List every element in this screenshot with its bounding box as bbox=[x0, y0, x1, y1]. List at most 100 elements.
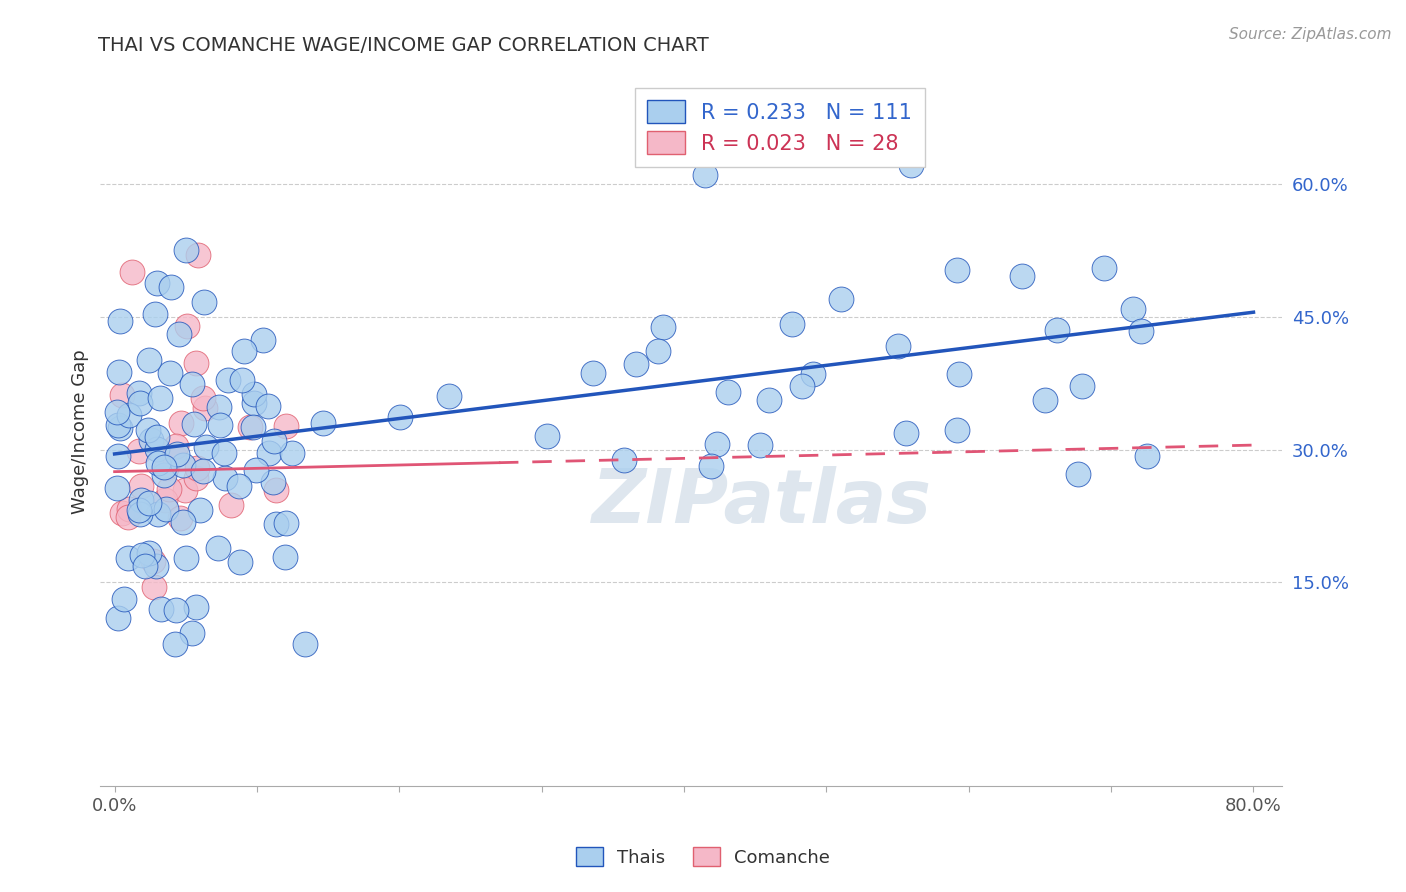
Point bbox=[946, 262, 969, 277]
Point bbox=[155, 492, 177, 507]
Point bbox=[138, 352, 160, 367]
Point bbox=[262, 475, 284, 489]
Point bbox=[700, 458, 723, 473]
Point bbox=[111, 388, 134, 402]
Point bbox=[264, 516, 287, 531]
Point bbox=[128, 503, 150, 517]
Point bbox=[157, 482, 180, 496]
Point bbox=[107, 365, 129, 379]
Point bbox=[389, 410, 412, 425]
Point bbox=[194, 401, 217, 415]
Legend: R = 0.233   N = 111, R = 0.023   N = 28: R = 0.233 N = 111, R = 0.023 N = 28 bbox=[634, 87, 925, 167]
Legend: Thais, Comanche: Thais, Comanche bbox=[568, 840, 838, 874]
Point bbox=[217, 373, 239, 387]
Point bbox=[108, 421, 131, 435]
Point bbox=[128, 396, 150, 410]
Point bbox=[163, 449, 186, 463]
Text: ZIPatlas: ZIPatlas bbox=[592, 467, 932, 539]
Point bbox=[263, 434, 285, 449]
Point bbox=[159, 366, 181, 380]
Point bbox=[174, 483, 197, 498]
Point bbox=[193, 464, 215, 478]
Point bbox=[117, 510, 139, 524]
Point bbox=[214, 471, 236, 485]
Point bbox=[170, 416, 193, 430]
Point bbox=[276, 418, 298, 433]
Point bbox=[121, 265, 143, 279]
Point bbox=[1122, 301, 1144, 316]
Point bbox=[1045, 323, 1067, 337]
Point bbox=[208, 418, 231, 433]
Point bbox=[830, 292, 852, 306]
Point bbox=[749, 437, 772, 451]
Point bbox=[183, 417, 205, 431]
Point bbox=[613, 453, 636, 467]
Point bbox=[129, 492, 152, 507]
Point bbox=[193, 295, 215, 310]
Point bbox=[243, 387, 266, 401]
Point bbox=[184, 600, 207, 615]
Point bbox=[180, 626, 202, 640]
Point bbox=[231, 373, 253, 387]
Point bbox=[790, 379, 813, 393]
Text: Source: ZipAtlas.com: Source: ZipAtlas.com bbox=[1229, 27, 1392, 42]
Point bbox=[150, 601, 173, 615]
Point bbox=[312, 416, 335, 430]
Point bbox=[801, 367, 824, 381]
Point bbox=[146, 507, 169, 521]
Point bbox=[143, 307, 166, 321]
Point bbox=[142, 581, 165, 595]
Point bbox=[128, 444, 150, 458]
Point bbox=[149, 391, 172, 405]
Point bbox=[146, 456, 169, 470]
Point bbox=[191, 392, 214, 406]
Point bbox=[228, 555, 250, 569]
Point bbox=[780, 317, 803, 331]
Point bbox=[131, 548, 153, 562]
Point bbox=[107, 449, 129, 463]
Point bbox=[165, 440, 187, 454]
Point bbox=[153, 468, 176, 483]
Point bbox=[107, 481, 129, 495]
Point bbox=[894, 425, 917, 440]
Point bbox=[214, 445, 236, 459]
Point bbox=[108, 314, 131, 328]
Point bbox=[146, 430, 169, 444]
Point bbox=[138, 545, 160, 559]
Point bbox=[624, 357, 647, 371]
Point bbox=[146, 276, 169, 290]
Point bbox=[706, 437, 728, 451]
Point bbox=[172, 458, 194, 473]
Point bbox=[188, 502, 211, 516]
Point bbox=[274, 550, 297, 565]
Point bbox=[134, 559, 156, 574]
Point bbox=[245, 463, 267, 477]
Point bbox=[276, 516, 298, 531]
Point bbox=[155, 461, 177, 475]
Point bbox=[167, 326, 190, 341]
Point bbox=[252, 333, 274, 347]
Point bbox=[187, 247, 209, 261]
Point bbox=[256, 399, 278, 413]
Point bbox=[128, 507, 150, 521]
Point bbox=[138, 423, 160, 437]
Point bbox=[294, 637, 316, 651]
Point bbox=[1092, 260, 1115, 275]
Point bbox=[239, 419, 262, 434]
Point bbox=[176, 318, 198, 333]
Point bbox=[118, 502, 141, 516]
Point bbox=[169, 511, 191, 525]
Text: THAI VS COMANCHE WAGE/INCOME GAP CORRELATION CHART: THAI VS COMANCHE WAGE/INCOME GAP CORRELA… bbox=[98, 36, 709, 54]
Point bbox=[165, 603, 187, 617]
Point bbox=[118, 408, 141, 422]
Point bbox=[186, 461, 208, 475]
Point bbox=[1067, 467, 1090, 481]
Point bbox=[107, 610, 129, 624]
Point bbox=[281, 446, 304, 460]
Point bbox=[887, 339, 910, 353]
Point bbox=[153, 459, 176, 474]
Point bbox=[946, 423, 969, 437]
Point bbox=[536, 429, 558, 443]
Point bbox=[184, 357, 207, 371]
Point bbox=[159, 280, 181, 294]
